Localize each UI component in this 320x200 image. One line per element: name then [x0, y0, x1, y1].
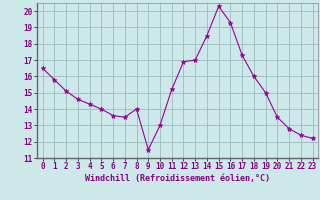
X-axis label: Windchill (Refroidissement éolien,°C): Windchill (Refroidissement éolien,°C) — [85, 174, 270, 183]
